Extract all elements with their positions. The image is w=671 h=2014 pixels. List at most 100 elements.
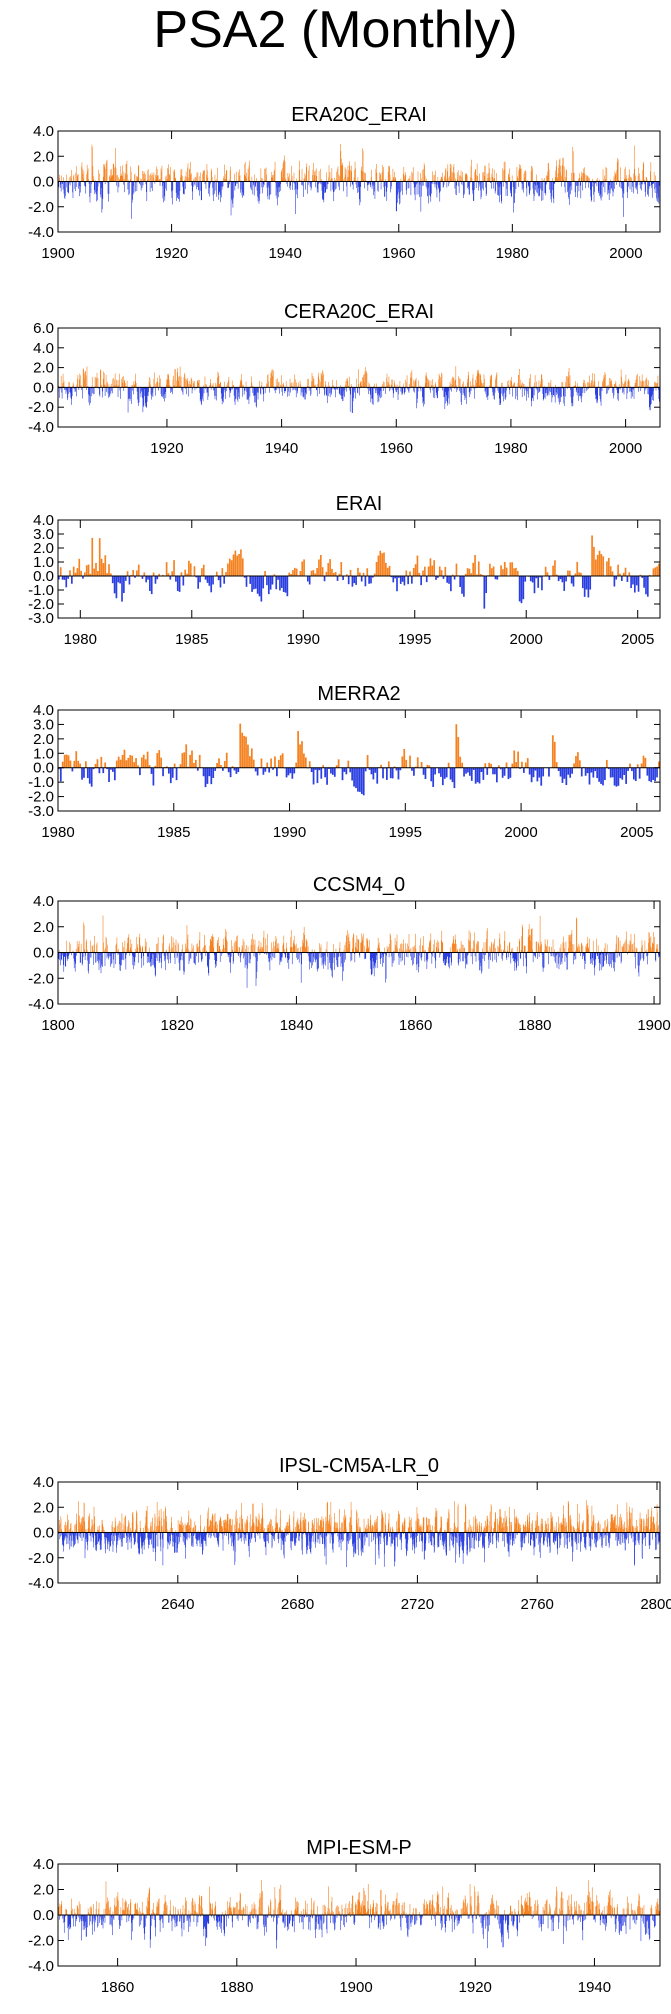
bar xyxy=(250,386,252,388)
bar xyxy=(498,387,499,393)
bar xyxy=(69,570,71,576)
bar xyxy=(158,750,161,768)
bar xyxy=(320,944,322,953)
bar xyxy=(173,385,175,388)
bar xyxy=(272,174,274,182)
bar xyxy=(258,181,259,199)
bar xyxy=(395,181,397,212)
bar xyxy=(475,387,477,389)
bar xyxy=(569,936,570,953)
bar xyxy=(107,181,109,194)
bar xyxy=(264,168,265,182)
bar xyxy=(325,571,328,576)
bar xyxy=(200,181,202,201)
bar xyxy=(425,372,427,388)
bar xyxy=(97,181,99,187)
bar xyxy=(547,163,549,182)
bar xyxy=(590,767,593,773)
bar xyxy=(333,181,335,202)
bar xyxy=(642,170,644,182)
bar xyxy=(303,387,305,397)
bar xyxy=(528,929,529,953)
bar xyxy=(306,576,309,582)
bar xyxy=(118,181,120,188)
bar xyxy=(211,176,213,182)
bar xyxy=(82,173,84,182)
bar xyxy=(277,943,278,953)
bar xyxy=(375,387,377,391)
bar xyxy=(465,767,467,774)
bar xyxy=(600,181,602,201)
bar xyxy=(152,767,155,786)
bar xyxy=(634,383,636,388)
bar xyxy=(166,379,168,388)
bar xyxy=(152,952,154,955)
bar xyxy=(370,177,372,182)
bar xyxy=(588,948,590,953)
bar xyxy=(135,948,137,953)
bar xyxy=(444,175,446,182)
bar xyxy=(62,952,64,956)
bar xyxy=(453,163,455,182)
bar xyxy=(189,952,190,961)
y-tick-label: -4.0 xyxy=(28,996,54,1013)
bar xyxy=(564,952,566,962)
bar xyxy=(180,572,183,576)
bar xyxy=(628,572,631,576)
bar xyxy=(426,181,428,189)
bar xyxy=(181,949,183,953)
bar xyxy=(588,387,589,389)
bar xyxy=(189,383,191,388)
bar xyxy=(374,181,376,199)
bar xyxy=(647,952,649,956)
bar xyxy=(121,175,123,182)
bar xyxy=(473,941,475,953)
bar xyxy=(484,387,486,392)
bar xyxy=(303,181,304,197)
bar xyxy=(421,169,423,182)
bar xyxy=(404,387,406,392)
bar xyxy=(235,387,236,400)
bar xyxy=(319,181,320,183)
bar xyxy=(474,952,476,957)
bar xyxy=(117,387,119,398)
bar xyxy=(209,938,211,953)
bar xyxy=(112,767,114,772)
bar xyxy=(187,381,189,388)
bar xyxy=(132,387,133,391)
bar xyxy=(387,948,388,953)
bar xyxy=(206,175,207,182)
bar xyxy=(136,1524,138,1533)
bar xyxy=(546,387,548,397)
bar xyxy=(409,175,411,182)
bar xyxy=(648,181,650,189)
bar xyxy=(517,387,518,401)
bar xyxy=(537,181,539,194)
bar xyxy=(307,946,309,953)
bar xyxy=(328,767,330,769)
bar xyxy=(119,373,120,388)
bar xyxy=(118,948,119,953)
bar xyxy=(177,368,179,388)
bar xyxy=(152,387,154,397)
bar xyxy=(169,386,171,388)
bar xyxy=(317,181,318,189)
bar xyxy=(365,367,366,388)
bar xyxy=(508,380,510,388)
bar xyxy=(111,175,113,182)
bar xyxy=(563,576,566,591)
bar xyxy=(350,170,352,182)
bar xyxy=(136,1512,138,1533)
bar xyxy=(260,576,263,602)
bar xyxy=(578,572,580,576)
bar xyxy=(120,1532,121,1535)
bar xyxy=(420,938,421,953)
bar xyxy=(122,952,124,960)
bar xyxy=(82,952,83,964)
bar xyxy=(280,952,281,963)
bar xyxy=(585,944,587,953)
bar xyxy=(658,952,659,958)
bar xyxy=(338,952,340,957)
bar xyxy=(89,181,90,197)
bar xyxy=(245,178,247,182)
